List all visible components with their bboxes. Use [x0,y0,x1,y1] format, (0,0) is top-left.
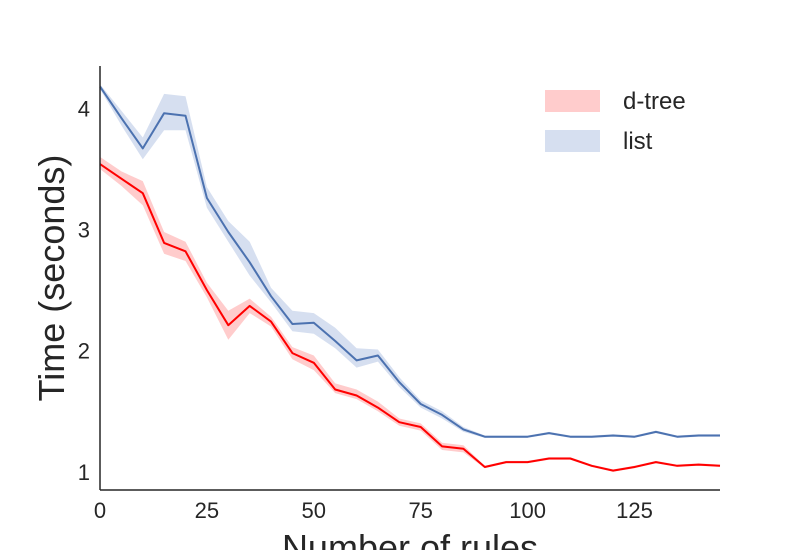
x-tick-label: 50 [302,498,326,523]
x-tick-label: 25 [195,498,219,523]
legend-swatch-d-tree [545,90,600,112]
x-tick-label: 0 [94,498,106,523]
y-tick-label: 1 [78,460,90,485]
line-list [99,86,720,438]
x-tick-label: 75 [408,498,432,523]
axes [99,66,720,491]
legend-label-d-tree: d-tree [623,88,686,115]
x-tick-label: 125 [616,498,653,523]
legend-label-list: list [623,128,653,155]
legend: d-tree list [545,88,686,155]
band-list [100,84,720,438]
y-tick-label: 4 [78,96,90,121]
y-tick-labels: 1 2 3 4 [78,96,90,484]
y-tick-label: 3 [78,218,90,243]
x-axis-label: Number of rules [282,527,538,550]
confidence-bands [100,84,720,472]
series-lines [99,86,721,472]
x-tick-labels: 0 25 50 75 100 125 [94,498,653,523]
x-tick-label: 100 [509,498,546,523]
y-tick-label: 2 [78,339,90,364]
legend-swatch-list [545,130,600,152]
y-axis-label: Time (seconds) [31,155,72,402]
band-d-tree [100,156,720,472]
line-d-tree [99,163,721,472]
